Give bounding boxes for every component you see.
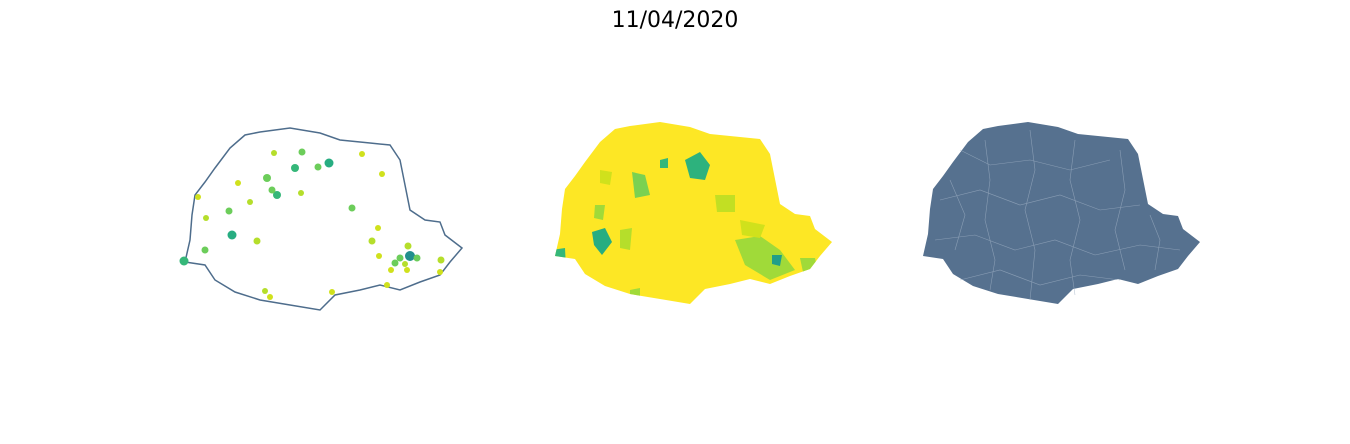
figure-title: 11/04/2020 [612,8,739,33]
panel-municipalities [923,122,1200,304]
state-outline [184,127,463,311]
point-markers [179,148,445,300]
panel-choropleth [555,122,832,304]
panel-points [179,127,463,311]
state-fill [923,122,1200,304]
municipality-borders [934,129,1181,301]
